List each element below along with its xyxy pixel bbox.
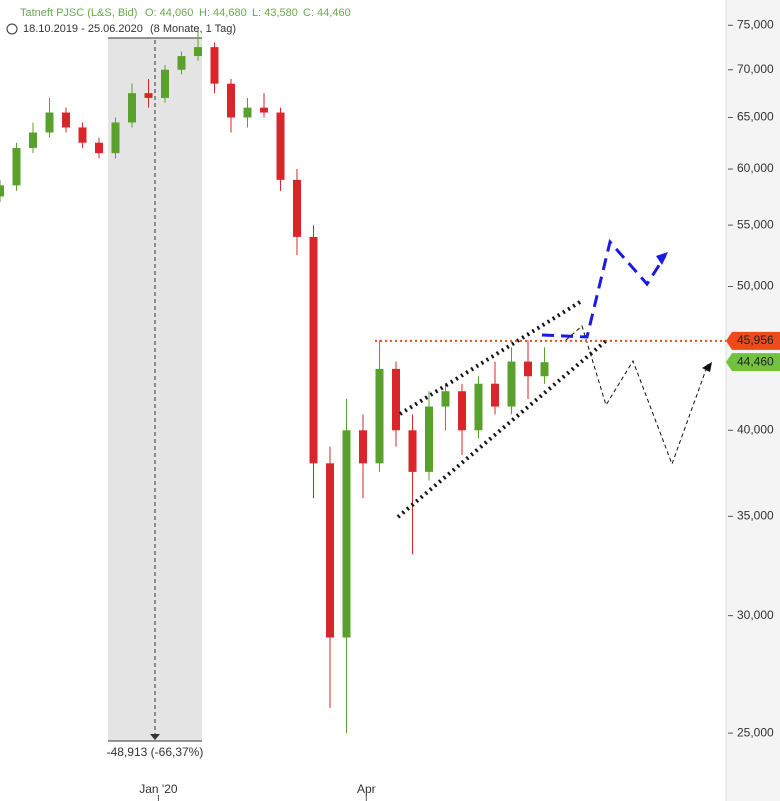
candle-body: [474, 383, 483, 431]
candle-body: [375, 368, 384, 464]
candle-body: [194, 47, 202, 57]
candle-body: [524, 361, 532, 377]
candle-body: [458, 391, 466, 431]
price-tag: [726, 331, 780, 350]
y-tick-label: 65,000: [737, 110, 774, 124]
candle-body: [309, 236, 318, 464]
candle-body: [95, 142, 103, 154]
candle-body: [293, 179, 301, 237]
candle-body: [210, 47, 219, 84]
ohlc-label: H: 44,680: [199, 7, 247, 19]
y-tick-label: 35,000: [737, 508, 774, 522]
candle-body: [12, 147, 21, 186]
candle-body: [128, 93, 136, 123]
y-tick-label: 30,000: [737, 608, 774, 622]
clock-icon: [6, 23, 18, 35]
drawings: [396, 238, 712, 519]
candle-body: [161, 69, 169, 98]
candle-body: [507, 361, 516, 407]
y-tick-label: 40,000: [737, 422, 774, 436]
candle-body: [491, 383, 499, 407]
arrow-head: [150, 734, 160, 740]
price-tag-label: 44,460: [737, 354, 774, 368]
candle-body: [392, 368, 400, 431]
candle-body: [326, 463, 334, 638]
y-tick-label: 25,000: [737, 725, 774, 739]
candle-body: [177, 56, 186, 70]
candle-body: [441, 391, 450, 407]
y-tick-label: 75,000: [737, 17, 774, 31]
candle-body: [45, 112, 54, 133]
candle-body: [78, 127, 87, 143]
arrow-head: [656, 252, 668, 265]
candles: [0, 29, 549, 734]
annotation: -48,913 (-66,37%): [107, 745, 204, 759]
candle-body: [425, 406, 433, 472]
y-tick-label: 55,000: [737, 217, 774, 231]
candle-body: [342, 430, 351, 638]
candle-body: [243, 107, 252, 118]
candle-body: [359, 430, 367, 464]
arrow-head: [702, 362, 712, 372]
candle-body: [0, 185, 4, 197]
candle-body: [276, 112, 285, 180]
candle-body: [260, 107, 268, 113]
scenario-up: [541, 238, 667, 339]
candle-body: [62, 112, 70, 128]
axis-panel: [726, 0, 780, 801]
channel-bottom: [396, 338, 609, 519]
ohlc-label: C: 44,460: [303, 7, 351, 19]
price-tag-label: 45,956: [737, 333, 774, 347]
candle-body: [29, 132, 37, 148]
candle-body: [408, 430, 417, 472]
x-tick-label: Jan '20: [139, 782, 178, 796]
ohlc-label: O: 44,060: [145, 7, 193, 19]
price-tag: [726, 353, 780, 372]
candle-body: [540, 362, 549, 377]
y-tick-label: 70,000: [737, 62, 774, 76]
date-range: 18.10.2019 - 25.06.2020: [23, 23, 143, 35]
x-tick-label: Apr: [357, 782, 376, 796]
scenario-down: [565, 325, 709, 466]
candle-body: [227, 83, 235, 118]
ohlc-label: L: 43,580: [252, 7, 298, 19]
y-tick-label: 60,000: [737, 161, 774, 175]
chart-title: Tatneft PJSC (L&S, Bid): [20, 7, 137, 19]
candle-body: [144, 93, 153, 98]
channel-top: [398, 300, 582, 416]
period: (8 Monate, 1 Tag): [150, 23, 236, 35]
axes: 25,000 30,000 35,000 40,000 50,000 55,000 60,0…: [139, 17, 780, 801]
y-tick-label: 50,000: [737, 279, 774, 293]
candle-body: [111, 122, 120, 154]
